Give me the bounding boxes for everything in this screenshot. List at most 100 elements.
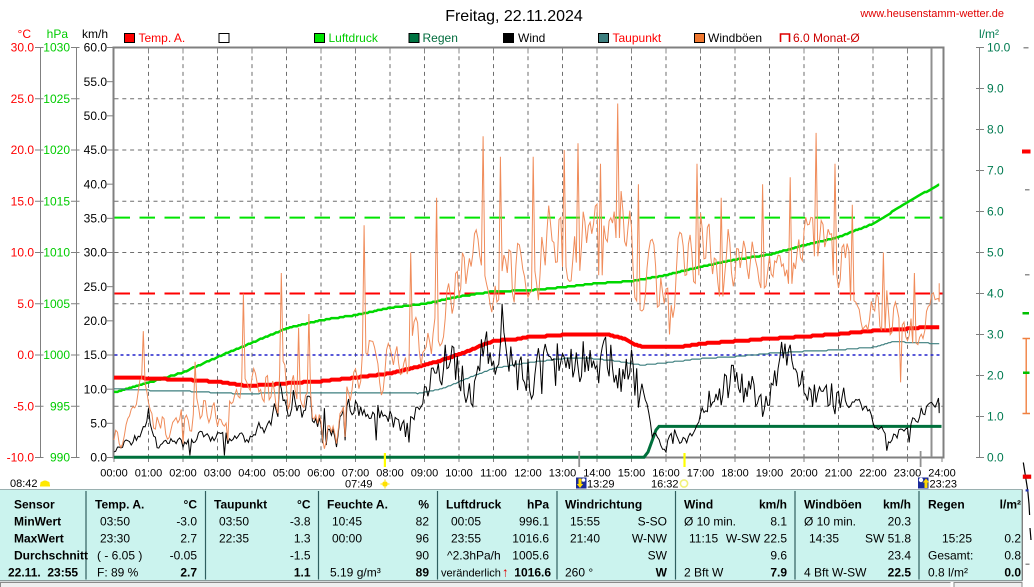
svg-text:15.0: 15.0 — [11, 194, 35, 208]
svg-text:6.0 Monat-Ø: 6.0 Monat-Ø — [793, 31, 860, 45]
svg-text:23.4: 23.4 — [888, 549, 912, 563]
svg-text:km/h: km/h — [759, 498, 787, 512]
svg-text:995: 995 — [50, 399, 70, 413]
svg-text:22:00: 22:00 — [859, 468, 887, 480]
svg-text:%: % — [418, 498, 429, 512]
svg-text:23:00: 23:00 — [894, 468, 922, 480]
svg-text:00:00: 00:00 — [332, 532, 362, 546]
svg-text:12:00: 12:00 — [514, 468, 542, 480]
svg-text:^2.3hPa/h: ^2.3hPa/h — [447, 549, 501, 563]
svg-text:7.9: 7.9 — [770, 566, 787, 580]
svg-text:04:00: 04:00 — [238, 468, 266, 480]
svg-text:22.11. 23:55: 22.11. 23:55 — [8, 566, 78, 580]
svg-text:0.0: 0.0 — [1004, 566, 1021, 580]
svg-text:15:00: 15:00 — [618, 468, 646, 480]
svg-text:-0.05: -0.05 — [170, 549, 198, 563]
svg-text:02:00: 02:00 — [169, 468, 197, 480]
svg-text:05:00: 05:00 — [273, 468, 301, 480]
svg-text:6.0: 6.0 — [987, 205, 1004, 219]
svg-text:23:55: 23:55 — [451, 532, 481, 546]
svg-text:18:00: 18:00 — [721, 468, 749, 480]
svg-text:21:00: 21:00 — [825, 468, 853, 480]
svg-text:06:00: 06:00 — [307, 468, 335, 480]
svg-text:24:00: 24:00 — [928, 468, 956, 480]
svg-text:13:00: 13:00 — [549, 468, 577, 480]
svg-text:°C: °C — [297, 498, 311, 512]
svg-text:25.0: 25.0 — [11, 92, 35, 106]
svg-text:Regen: Regen — [423, 31, 458, 45]
svg-text:11:00: 11:00 — [480, 468, 507, 480]
svg-text:Taupunkt: Taupunkt — [613, 31, 662, 45]
svg-text:13:29: 13:29 — [587, 479, 615, 491]
svg-text:1016.6: 1016.6 — [512, 532, 549, 546]
svg-text:10:45: 10:45 — [332, 515, 362, 529]
svg-text:2.7: 2.7 — [180, 566, 197, 580]
svg-text:45.0: 45.0 — [84, 143, 108, 157]
svg-text:16:00: 16:00 — [652, 468, 680, 480]
svg-text:10:00: 10:00 — [445, 468, 473, 480]
svg-text:7.0: 7.0 — [987, 164, 1004, 178]
svg-text:Ø 10 min.: Ø 10 min. — [804, 515, 856, 529]
svg-text:1.0: 1.0 — [987, 410, 1004, 424]
svg-text:-3.8: -3.8 — [290, 515, 311, 529]
svg-text:22.5: 22.5 — [888, 566, 912, 580]
svg-text:l/m²: l/m² — [979, 27, 999, 41]
svg-text:Sensor: Sensor — [14, 498, 55, 512]
svg-text:MaxWert: MaxWert — [14, 532, 64, 546]
svg-text:09:00: 09:00 — [411, 468, 439, 480]
svg-text:Freitag, 22.11.2024: Freitag, 22.11.2024 — [445, 8, 583, 25]
svg-text:W: W — [656, 566, 668, 580]
svg-text:Temp. A.: Temp. A. — [139, 31, 186, 45]
svg-text:1.3: 1.3 — [294, 532, 311, 546]
svg-text:Durchschnitt: Durchschnitt — [14, 549, 88, 563]
svg-text:23:23: 23:23 — [930, 479, 958, 491]
svg-text:5.0: 5.0 — [987, 246, 1004, 260]
svg-text:MinWert: MinWert — [14, 515, 61, 529]
svg-text:11:15: 11:15 — [689, 532, 718, 546]
svg-text:10.0: 10.0 — [84, 382, 108, 396]
svg-text:990: 990 — [50, 451, 70, 465]
svg-text:-10.0: -10.0 — [7, 451, 35, 465]
svg-text:60.0: 60.0 — [84, 41, 108, 55]
svg-text:0.0: 0.0 — [90, 451, 107, 465]
svg-text:1000: 1000 — [43, 348, 70, 362]
svg-text:1030: 1030 — [43, 41, 70, 55]
svg-text:23:30: 23:30 — [100, 532, 130, 546]
svg-text:0.0: 0.0 — [17, 348, 34, 362]
svg-text:19:00: 19:00 — [756, 468, 784, 480]
svg-text:82: 82 — [416, 515, 430, 529]
svg-text:km/h: km/h — [82, 27, 108, 41]
svg-text:Temp. A.: Temp. A. — [95, 498, 144, 512]
svg-text:9.6: 9.6 — [770, 549, 787, 563]
svg-text:l/m²: l/m² — [1000, 498, 1021, 512]
svg-text:50.0: 50.0 — [84, 109, 108, 123]
svg-text:22:35: 22:35 — [219, 532, 249, 546]
svg-text:1.1: 1.1 — [294, 566, 311, 580]
svg-text:Luftdruck: Luftdruck — [329, 31, 379, 45]
svg-text:Wind: Wind — [684, 498, 713, 512]
svg-text:veränderlich: veränderlich — [441, 568, 501, 580]
svg-text:Windböen: Windböen — [804, 498, 862, 512]
svg-text:1025: 1025 — [43, 92, 70, 106]
svg-text:996.1: 996.1 — [519, 515, 549, 529]
svg-text:0.8 l/m²: 0.8 l/m² — [928, 566, 968, 580]
svg-text:-5.0: -5.0 — [13, 399, 34, 413]
svg-text:km/h: km/h — [883, 498, 911, 512]
svg-text:↑: ↑ — [502, 565, 509, 580]
svg-text:www.heusenstamm-wetter.de: www.heusenstamm-wetter.de — [859, 8, 1004, 20]
svg-text:Windböen: Windböen — [708, 31, 762, 45]
svg-text:hPa: hPa — [527, 498, 549, 512]
svg-text:4.0: 4.0 — [987, 287, 1004, 301]
svg-text:5.0: 5.0 — [17, 297, 34, 311]
svg-text:17:00: 17:00 — [687, 468, 715, 480]
svg-text:07:00: 07:00 — [342, 468, 370, 480]
svg-text:21:40: 21:40 — [570, 532, 600, 546]
svg-text:°C: °C — [18, 27, 32, 41]
svg-text:Windrichtung: Windrichtung — [565, 498, 642, 512]
svg-text:260 °: 260 ° — [565, 566, 593, 580]
svg-text:Feuchte A.: Feuchte A. — [327, 498, 388, 512]
svg-text:W-NW: W-NW — [632, 532, 668, 546]
svg-text:40.0: 40.0 — [84, 177, 108, 191]
svg-text:W-SW 22.5: W-SW 22.5 — [726, 532, 787, 546]
svg-text:30.0: 30.0 — [11, 41, 35, 55]
